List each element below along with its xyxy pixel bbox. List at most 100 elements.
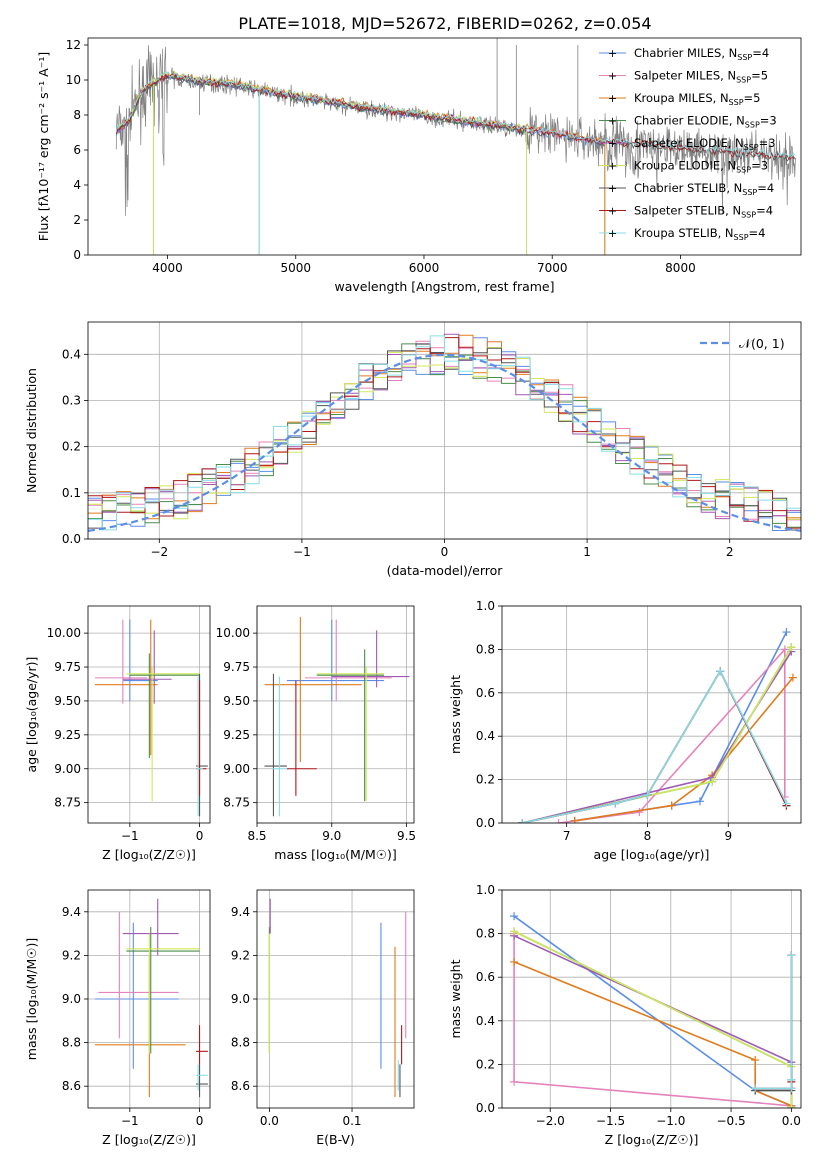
x-tick-label: 0.1 (342, 1114, 361, 1128)
legend-label: Kroupa ELODIE, NSSP=3 (634, 159, 768, 175)
mass_vs_Z-frame (87, 889, 211, 1109)
y-tick-label: 9.0 (231, 992, 250, 1006)
x-tick-label: 6000 (409, 261, 440, 275)
legend-marker: + (608, 92, 617, 105)
x-tick-label: 0 (196, 829, 204, 843)
spectrum-axes: 4000 5000 6000 7000 8000 0 2 4 6 8 10 12 wavelength … (36, 37, 802, 294)
age_vs_Z-axes: −1 0 8.75 9.00 9.25 9.50 9.75 10.00 Z [log₁₀(Z/Z… (24, 605, 211, 862)
y-axis-label: mass weight (448, 959, 463, 1038)
x-tick-label: 8000 (665, 261, 696, 275)
series-line (513, 961, 792, 1107)
series-marker (787, 1075, 796, 1084)
y-axis-label: mass weight (448, 675, 463, 754)
series-line (574, 631, 788, 822)
series-line (574, 677, 794, 822)
legend-label-sub: SSP (729, 98, 744, 107)
series-marker (695, 797, 704, 806)
residuals-frame (87, 321, 802, 540)
legend-label-suffix: =3 (760, 114, 777, 128)
series-marker (510, 927, 519, 936)
legend-label-sub: SSP (745, 121, 760, 130)
age_vs_Z-frame (87, 605, 211, 824)
spectrum-legend: + Chabrier MILES, NSSP=4+ Salpeter MILES, … (599, 46, 777, 242)
legend-marker: + (608, 70, 617, 83)
legend-label: Salpeter STELIB, NSSP=4 (634, 204, 773, 220)
histogram-line (88, 335, 801, 531)
y-tick-label: 9.4 (62, 905, 81, 919)
series-line (513, 915, 792, 1107)
y-tick-label: 9.2 (231, 948, 250, 962)
x-tick-label: −1.0 (656, 1114, 685, 1128)
series-marker (751, 1084, 760, 1093)
x-axis-label: age [log₁₀(age/yr)] (594, 847, 710, 862)
x-tick-label: 0 (441, 545, 449, 559)
x-tick-label: −1.5 (596, 1114, 625, 1128)
y-tick-label: 2 (73, 213, 81, 227)
y-tick-label: 0.2 (476, 773, 495, 787)
series-marker (716, 667, 725, 676)
x-tick-label: 7000 (537, 261, 568, 275)
series-marker (787, 1104, 796, 1108)
series-marker (611, 799, 620, 808)
legend-label-name: Kroupa MILES, N (634, 91, 729, 105)
panel-spectrum: 4000 5000 6000 7000 8000 0 2 4 6 8 10 12 wavelength … (36, 37, 802, 294)
x-axis-label: (data-model)/error (387, 563, 504, 578)
y-tick-label: 8.6 (62, 1079, 81, 1093)
x-tick-label: 4000 (152, 261, 183, 275)
series-marker (787, 951, 796, 960)
panel-residuals: −2 −1 0 1 2 0.0 0.1 0.2 0.3 0.4 (data-model)/error… (24, 321, 802, 578)
y-tick-label: 8.75 (54, 796, 81, 810)
legend-label-sub: SSP (741, 211, 756, 220)
panels: 4000 5000 6000 7000 8000024681012wavelength … (24, 37, 802, 1147)
y-tick-label: 0.1 (62, 486, 81, 500)
y-tick-label: 9.25 (54, 728, 81, 742)
x-tick-label: 8.5 (247, 829, 266, 843)
y-tick-label: 0.2 (62, 440, 81, 454)
legend-label-name: Salpeter MILES, N (634, 69, 736, 83)
series-line (522, 669, 788, 823)
legend-label-sub: SSP (742, 188, 757, 197)
y-tick-label: 9.2 (62, 948, 81, 962)
series-marker (787, 1084, 796, 1093)
age_vs_mass-plot (264, 616, 410, 817)
y-tick-label: 0.0 (476, 816, 495, 830)
panel-weight_vs_age: 7 8 9 0.0 0.2 0.4 0.6 0.8 1.0 age [log₁₀(age/yr)]… (448, 599, 802, 862)
y-tick-label: 4 (73, 178, 81, 192)
series-line (755, 955, 793, 1090)
x-tick-label: 7 (563, 829, 571, 843)
y-axis-label: mass [log₁₀(M/M☉)] (24, 938, 39, 1060)
legend-label: Salpeter MILES, NSSP=5 (634, 69, 768, 85)
x-tick-label: 9.5 (397, 829, 416, 843)
y-tick-label: 8.6 (231, 1079, 250, 1093)
y-tick-label: 9.00 (223, 762, 250, 776)
legend-label-name: Salpeter STELIB, N (634, 204, 741, 218)
series-marker (782, 799, 791, 808)
x-tick-label: 2 (726, 545, 734, 559)
panel-mass_vs_EBV: 0.0 0.1 8.6 8.8 9.0 9.2 9.4 E(B-V) (231, 889, 415, 1147)
y-tick-label: 9.4 (231, 905, 250, 919)
y-tick-label: 9.0 (62, 992, 81, 1006)
y-tick-label: 8 (73, 108, 81, 122)
y-axis-label: age [log₁₀(age/yr)] (24, 657, 39, 773)
series-marker (782, 628, 791, 637)
weight_vs_Z-plot (510, 912, 796, 1108)
x-tick-label: −1 (121, 829, 139, 843)
legend-label-suffix: =4 (752, 46, 769, 60)
weight_vs_age-plot (518, 628, 797, 823)
panel-age_vs_mass: 8.5 9.0 9.5 8.75 9.00 9.25 9.50 9.75 10.00 mass [… (216, 605, 416, 862)
y-tick-label: 9.25 (223, 728, 250, 742)
legend-label-suffix: =4 (757, 181, 774, 195)
legend-label-suffix: =3 (759, 136, 776, 150)
y-tick-label: 8.8 (62, 1036, 81, 1050)
x-tick-label: −2 (150, 545, 168, 559)
mass_vs_Z-axes: −1 0 8.6 8.8 9.0 9.2 9.4 Z [log₁₀(Z/Z☉)] mass [l… (24, 889, 211, 1147)
y-axis-label: Normed distribution (24, 368, 39, 493)
mass_vs_Z-plot (94, 898, 208, 1098)
x-axis-label: E(B-V) (316, 1132, 355, 1147)
series-line (513, 935, 793, 1108)
mass_vs_EBV-axes: 0.0 0.1 8.6 8.8 9.0 9.2 9.4 E(B-V) (231, 889, 415, 1147)
legend-label-suffix: =5 (744, 91, 761, 105)
spectrum-frame (87, 37, 802, 256)
spectrum-model-line (115, 71, 796, 160)
